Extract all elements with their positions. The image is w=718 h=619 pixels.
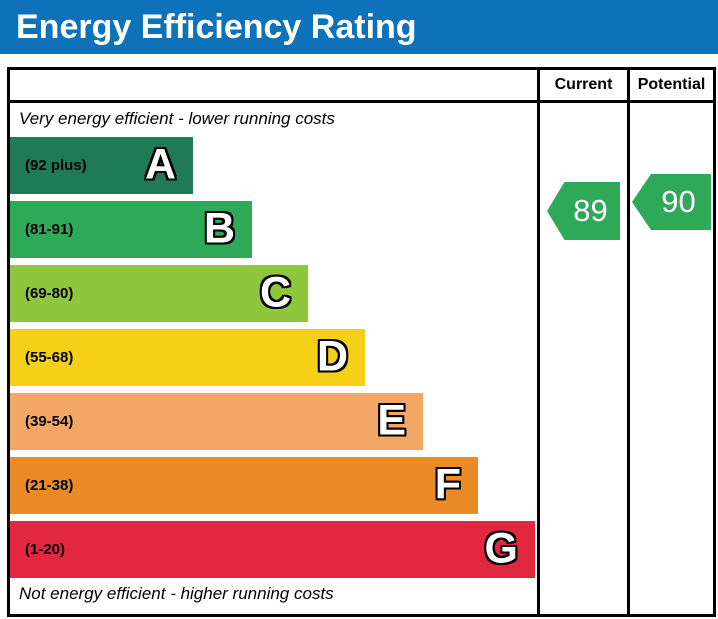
band-range-label: (1-20) <box>25 541 66 558</box>
title-banner: Energy Efficiency Rating <box>0 0 718 54</box>
potential-score-column: 90 <box>627 103 713 614</box>
rating-table: Current Potential Very energy efficient … <box>7 67 716 617</box>
efficient-note: Very energy efficient - lower running co… <box>19 109 335 128</box>
band-letter: F <box>433 460 462 509</box>
band-row-c: (69-80) C <box>10 265 308 322</box>
column-header-current: Current <box>537 70 627 103</box>
band-range-label: (55-68) <box>25 349 74 366</box>
band-range-label: (92 plus) <box>25 157 87 174</box>
page-title: Energy Efficiency Rating <box>16 8 417 46</box>
band-row-f: (21-38) F <box>10 457 478 514</box>
header-spacer-cell <box>10 70 537 103</box>
column-header-potential: Potential <box>627 70 713 103</box>
band-row-b: (81-91) B <box>10 201 252 258</box>
band-letter: A <box>144 140 178 189</box>
band-range-label: (69-80) <box>25 285 74 302</box>
band-letter: C <box>259 268 293 317</box>
band-letter: D <box>316 332 350 381</box>
band-letter: E <box>376 396 407 445</box>
not-efficient-note: Not energy efficient - higher running co… <box>19 584 334 603</box>
band-range-label: (81-91) <box>25 221 74 238</box>
bands-chart-area: Very energy efficient - lower running co… <box>10 103 537 614</box>
band-row-d: (55-68) D <box>10 329 365 386</box>
band-row-a: (92 plus) A <box>10 137 193 194</box>
band-range-label: (21-38) <box>25 477 74 494</box>
current-score-column: 89 <box>537 103 627 614</box>
potential-rating-value: 90 <box>661 184 696 219</box>
potential-rating-arrow: 90 <box>632 174 711 230</box>
band-letter: G <box>483 524 519 573</box>
current-rating-value: 89 <box>573 193 608 228</box>
band-range-label: (39-54) <box>25 413 74 430</box>
band-letter: B <box>203 204 237 253</box>
band-row-e: (39-54) E <box>10 393 423 450</box>
current-rating-arrow: 89 <box>547 182 620 240</box>
band-row-g: (1-20) G <box>10 521 535 578</box>
